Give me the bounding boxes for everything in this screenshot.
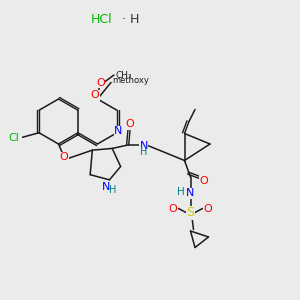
Text: Cl: Cl [8,133,19,143]
Text: N: N [186,188,195,199]
Text: O: O [169,203,178,214]
Text: CH₃: CH₃ [116,70,132,80]
Text: N: N [140,141,148,151]
Text: S: S [187,206,194,220]
Text: · H: · H [118,13,140,26]
Text: O: O [126,119,135,129]
Text: O: O [200,176,208,186]
Text: N: N [114,126,123,136]
Text: H: H [109,185,116,195]
Text: O: O [203,203,212,214]
Text: H: H [140,147,147,157]
Text: N: N [102,182,111,192]
Text: O: O [96,77,105,88]
Text: H: H [177,187,185,197]
Text: O: O [59,152,68,163]
Text: O: O [91,90,99,100]
Text: methoxy: methoxy [112,76,149,85]
Text: HCl: HCl [91,13,113,26]
